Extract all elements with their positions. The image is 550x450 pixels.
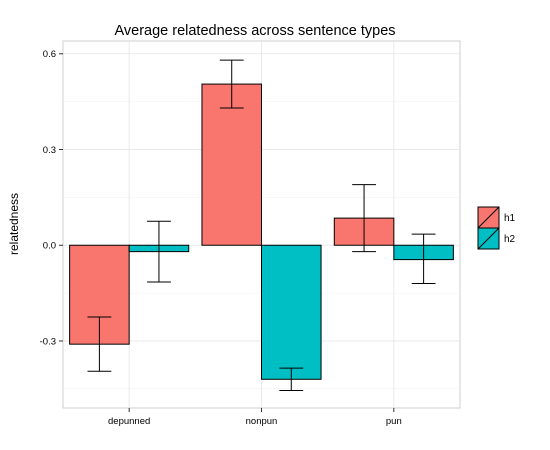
- y-tick-label: 0.3: [43, 145, 56, 156]
- x-tick-label-pun: pun: [386, 416, 402, 427]
- legend-label-h1: h1: [504, 213, 516, 224]
- y-tick-label: 0.6: [43, 49, 56, 60]
- x-tick-label-depunned: depunned: [108, 416, 150, 427]
- legend-label-h2: h2: [504, 234, 516, 245]
- bar-h2-nonpun: [262, 245, 322, 379]
- x-tick-label-nonpun: nonpun: [246, 416, 278, 427]
- y-tick-label: 0.0: [43, 241, 56, 252]
- y-tick-label: -0.3: [40, 336, 56, 347]
- chart-title: Average relatedness across sentence type…: [114, 23, 395, 39]
- y-axis-title: relatedness: [7, 193, 21, 255]
